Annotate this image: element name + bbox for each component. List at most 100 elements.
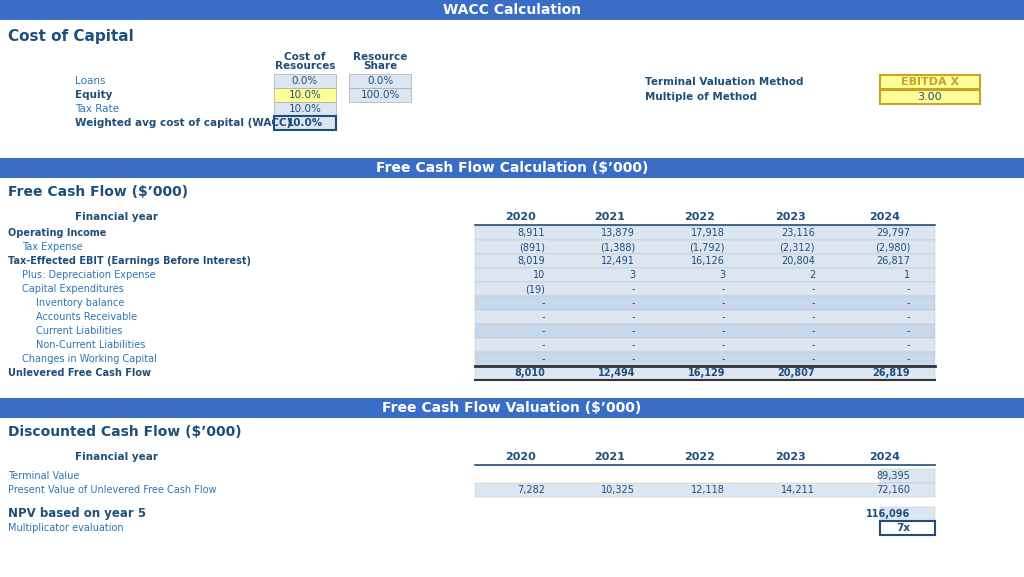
- Text: 12,491: 12,491: [601, 256, 635, 266]
- Text: 20,807: 20,807: [777, 368, 815, 378]
- Text: -: -: [811, 326, 815, 336]
- Text: -: -: [722, 354, 725, 364]
- Bar: [0, 158, 1024, 178]
- Text: 14,211: 14,211: [781, 485, 815, 495]
- Text: (1,388): (1,388): [600, 242, 635, 252]
- Text: Unlevered Free Cash Flow: Unlevered Free Cash Flow: [8, 368, 151, 378]
- Text: -: -: [632, 312, 635, 322]
- Text: Plus: Depreciation Expense: Plus: Depreciation Expense: [22, 270, 156, 280]
- Text: 16,126: 16,126: [691, 256, 725, 266]
- Text: -: -: [906, 326, 910, 336]
- Text: 26,817: 26,817: [876, 256, 910, 266]
- Text: 20,804: 20,804: [781, 256, 815, 266]
- Bar: [880, 90, 980, 104]
- Text: 7,282: 7,282: [517, 485, 545, 495]
- Bar: [475, 366, 935, 380]
- Text: 1: 1: [904, 270, 910, 280]
- Text: 2020: 2020: [505, 452, 536, 463]
- Text: 3.00: 3.00: [918, 92, 942, 102]
- Text: -: -: [811, 354, 815, 364]
- Text: Tax Rate: Tax Rate: [75, 104, 119, 114]
- Bar: [880, 507, 935, 521]
- Text: (2,312): (2,312): [779, 242, 815, 252]
- Text: 26,819: 26,819: [872, 368, 910, 378]
- Text: Non-Current Liabilities: Non-Current Liabilities: [36, 340, 145, 350]
- Text: 10.0%: 10.0%: [289, 104, 322, 114]
- Text: -: -: [811, 340, 815, 350]
- Text: -: -: [906, 284, 910, 294]
- Text: -: -: [632, 298, 635, 308]
- Text: Resource: Resource: [353, 52, 408, 62]
- Text: -: -: [632, 284, 635, 294]
- Bar: [475, 282, 935, 296]
- Text: Free Cash Flow Valuation ($’000): Free Cash Flow Valuation ($’000): [382, 401, 642, 415]
- Bar: [349, 74, 411, 88]
- Text: 2021: 2021: [595, 212, 626, 223]
- Text: -: -: [632, 326, 635, 336]
- Text: 72,160: 72,160: [876, 485, 910, 495]
- Bar: [0, 20, 1024, 158]
- Text: (891): (891): [519, 242, 545, 252]
- Text: -: -: [542, 354, 545, 364]
- Text: -: -: [811, 284, 815, 294]
- Text: Weighted avg cost of capital (WACC): Weighted avg cost of capital (WACC): [75, 118, 292, 128]
- Text: Cost of Capital: Cost of Capital: [8, 29, 134, 44]
- Text: -: -: [722, 326, 725, 336]
- Text: Discounted Cash Flow ($’000): Discounted Cash Flow ($’000): [8, 425, 242, 439]
- Text: 3: 3: [719, 270, 725, 280]
- Text: Accounts Receivable: Accounts Receivable: [36, 312, 137, 322]
- Bar: [880, 469, 935, 483]
- Text: Financial year: Financial year: [75, 452, 158, 463]
- Text: Terminal Valuation Method: Terminal Valuation Method: [645, 77, 804, 87]
- Bar: [880, 75, 980, 89]
- Text: Multiplicator evaluation: Multiplicator evaluation: [8, 523, 124, 533]
- Text: 10.0%: 10.0%: [289, 90, 322, 100]
- Bar: [475, 240, 935, 254]
- Bar: [274, 88, 336, 102]
- Text: Capital Expenditures: Capital Expenditures: [22, 284, 124, 294]
- Text: 2023: 2023: [774, 212, 805, 223]
- Text: 2024: 2024: [869, 452, 900, 463]
- Text: -: -: [906, 354, 910, 364]
- Text: 2020: 2020: [505, 212, 536, 223]
- Bar: [475, 338, 935, 352]
- Text: -: -: [811, 312, 815, 322]
- Text: Current Liabilities: Current Liabilities: [36, 326, 123, 336]
- Bar: [0, 398, 1024, 418]
- Text: 23,116: 23,116: [781, 228, 815, 238]
- Text: 116,096: 116,096: [865, 509, 910, 519]
- Bar: [475, 296, 935, 310]
- Text: 0.0%: 0.0%: [292, 76, 318, 86]
- Text: Tax-Effected EBIT (Earnings Before Interest): Tax-Effected EBIT (Earnings Before Inter…: [8, 256, 251, 266]
- Text: -: -: [906, 340, 910, 350]
- Text: -: -: [906, 298, 910, 308]
- Text: Loans: Loans: [75, 76, 105, 86]
- Text: 2022: 2022: [685, 212, 716, 223]
- Text: EBITDA X: EBITDA X: [901, 77, 959, 87]
- Text: -: -: [722, 284, 725, 294]
- Text: 2023: 2023: [774, 452, 805, 463]
- Text: Operating Income: Operating Income: [8, 228, 106, 238]
- Text: 2022: 2022: [685, 452, 716, 463]
- Bar: [475, 268, 935, 282]
- Text: Tax Expense: Tax Expense: [22, 242, 83, 252]
- Text: Inventory balance: Inventory balance: [36, 298, 124, 308]
- Text: 12,494: 12,494: [597, 368, 635, 378]
- Text: 10,325: 10,325: [601, 485, 635, 495]
- Text: Terminal Value: Terminal Value: [8, 471, 80, 481]
- Bar: [274, 74, 336, 88]
- Text: -: -: [542, 312, 545, 322]
- Text: -: -: [722, 340, 725, 350]
- Text: Share: Share: [362, 61, 397, 71]
- Text: 8,010: 8,010: [514, 368, 545, 378]
- Text: 89,395: 89,395: [877, 471, 910, 481]
- Bar: [0, 418, 1024, 577]
- Text: -: -: [632, 354, 635, 364]
- Text: Equity: Equity: [75, 90, 113, 100]
- Text: Free Cash Flow ($’000): Free Cash Flow ($’000): [8, 185, 188, 199]
- Text: Present Value of Unlevered Free Cash Flow: Present Value of Unlevered Free Cash Flo…: [8, 485, 216, 495]
- Text: 12,118: 12,118: [691, 485, 725, 495]
- Text: 2024: 2024: [869, 212, 900, 223]
- Bar: [475, 226, 935, 240]
- Bar: [475, 254, 935, 268]
